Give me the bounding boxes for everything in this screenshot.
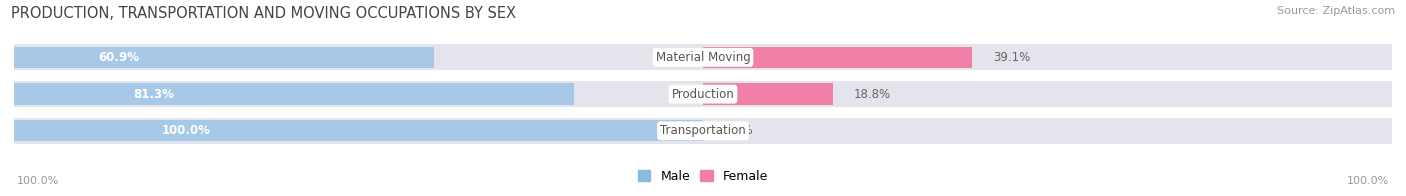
Bar [14,83,574,105]
Legend: Male, Female: Male, Female [633,165,773,188]
Bar [14,44,1392,70]
Bar [703,47,973,68]
Text: 18.8%: 18.8% [853,88,890,101]
Bar [14,118,1392,144]
Text: 100.0%: 100.0% [17,176,59,186]
Text: 0.0%: 0.0% [724,124,754,137]
Text: Transportation: Transportation [661,124,745,137]
Text: 81.3%: 81.3% [134,88,174,101]
Bar [14,120,703,142]
Text: Source: ZipAtlas.com: Source: ZipAtlas.com [1277,6,1395,16]
Bar [703,83,832,105]
Bar [14,47,433,68]
Text: 39.1%: 39.1% [993,51,1031,64]
Text: PRODUCTION, TRANSPORTATION AND MOVING OCCUPATIONS BY SEX: PRODUCTION, TRANSPORTATION AND MOVING OC… [11,6,516,21]
Text: 60.9%: 60.9% [98,51,139,64]
Text: Production: Production [672,88,734,101]
Text: 100.0%: 100.0% [162,124,211,137]
Text: Material Moving: Material Moving [655,51,751,64]
Bar [14,81,1392,107]
Text: 100.0%: 100.0% [1347,176,1389,186]
